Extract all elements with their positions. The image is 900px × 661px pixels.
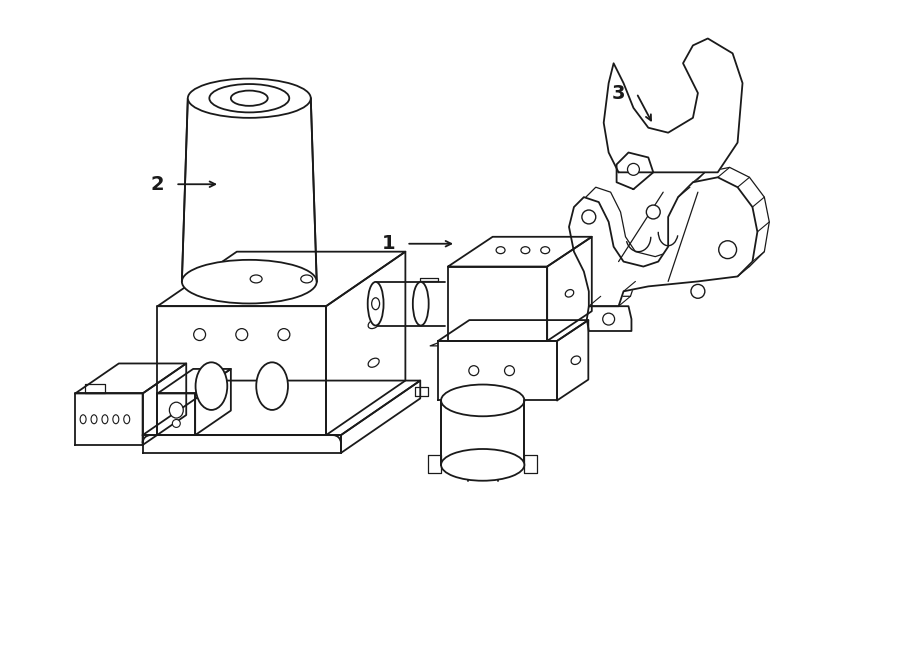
Ellipse shape [301,275,312,283]
Ellipse shape [102,415,108,424]
Ellipse shape [91,415,97,424]
Polygon shape [430,341,565,346]
Ellipse shape [572,356,580,364]
Polygon shape [195,369,231,435]
Polygon shape [76,364,186,393]
Ellipse shape [188,79,310,118]
Polygon shape [326,252,405,435]
Polygon shape [448,237,592,266]
Text: 1: 1 [382,234,395,253]
Polygon shape [438,320,589,341]
Ellipse shape [496,247,505,254]
Polygon shape [142,364,186,445]
Polygon shape [415,387,428,397]
Ellipse shape [231,91,267,106]
Ellipse shape [80,415,86,424]
Ellipse shape [182,260,317,303]
Ellipse shape [169,402,184,418]
Ellipse shape [719,241,736,258]
Ellipse shape [441,385,525,416]
Ellipse shape [210,84,289,112]
Ellipse shape [469,366,479,375]
Polygon shape [158,252,405,306]
Polygon shape [547,237,592,341]
Ellipse shape [256,362,288,410]
Ellipse shape [368,319,379,329]
Ellipse shape [691,284,705,298]
Ellipse shape [368,282,383,325]
Polygon shape [604,38,742,173]
Polygon shape [341,381,420,453]
Polygon shape [142,381,420,435]
Ellipse shape [541,247,550,254]
Ellipse shape [505,366,515,375]
Text: 3: 3 [612,83,625,102]
Ellipse shape [124,415,130,424]
Ellipse shape [646,205,661,219]
Polygon shape [448,266,547,341]
Polygon shape [525,455,537,473]
Ellipse shape [173,420,180,428]
Polygon shape [158,306,326,435]
Polygon shape [569,177,758,306]
Ellipse shape [195,362,228,410]
Polygon shape [86,383,105,393]
Ellipse shape [441,449,525,481]
Ellipse shape [565,290,573,297]
Polygon shape [76,393,142,445]
Ellipse shape [627,163,639,175]
Polygon shape [587,306,632,331]
Polygon shape [438,341,557,401]
Ellipse shape [368,358,379,368]
Ellipse shape [278,329,290,340]
Polygon shape [420,278,438,282]
Polygon shape [441,401,525,465]
Polygon shape [182,98,317,282]
Ellipse shape [372,297,380,309]
Polygon shape [158,369,231,393]
Ellipse shape [194,329,205,340]
Polygon shape [580,167,770,296]
Ellipse shape [603,313,615,325]
Polygon shape [428,455,441,473]
Ellipse shape [582,210,596,224]
Ellipse shape [112,415,119,424]
Ellipse shape [250,275,262,283]
Ellipse shape [413,282,428,325]
Polygon shape [142,435,341,453]
Ellipse shape [521,247,530,254]
Polygon shape [557,320,589,401]
Ellipse shape [236,329,248,340]
Polygon shape [616,153,653,189]
Polygon shape [158,393,195,435]
Text: 2: 2 [150,175,165,194]
